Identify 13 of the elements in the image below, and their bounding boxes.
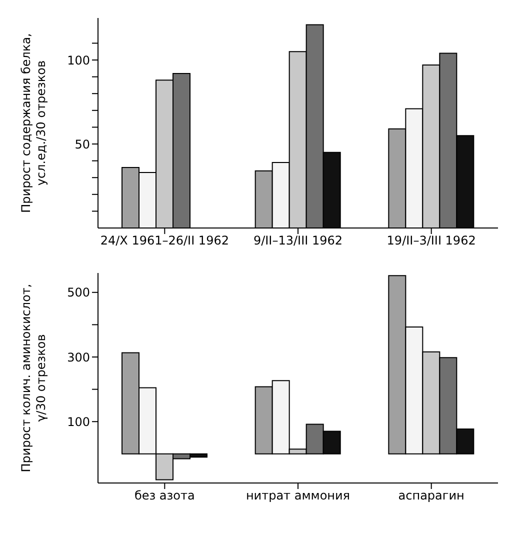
y-tick-label: 50 xyxy=(74,137,90,152)
y-axis-title: Прирост содержания белка, усл.ед./30 отрезков xyxy=(19,33,48,213)
x-tick-label: 19/II–3/III 1962 xyxy=(386,234,476,248)
y-tick-label: 100 xyxy=(67,53,90,68)
x-tick-label: 9/II–13/III 1962 xyxy=(253,234,343,248)
y-tick-label: 100 xyxy=(67,414,90,429)
x-tick-label: нитрат аммония xyxy=(246,488,350,503)
x-tick-label: без азота xyxy=(134,488,195,503)
x-tick-label: 24/X 1961–26/II 1962 xyxy=(100,234,229,248)
y-axis-title: Прирост колич. аминокислот, γ/30 отрезков xyxy=(19,284,48,472)
y-tick-label: 300 xyxy=(67,350,90,364)
x-tick-label: аспарагин xyxy=(398,488,464,503)
y-tick-label: 500 xyxy=(67,286,90,300)
